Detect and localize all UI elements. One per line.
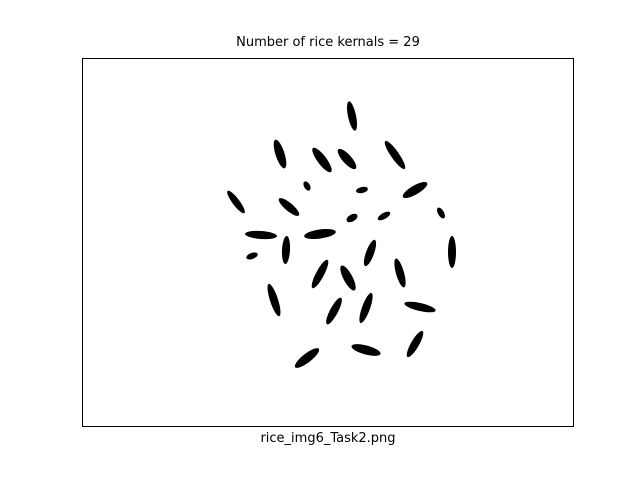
rice-kernel [402, 181, 428, 199]
rice-kernel [227, 190, 245, 214]
rice-kernel [404, 301, 436, 313]
rice-kernel [337, 148, 357, 170]
rice-kernels-image [227, 101, 456, 368]
rice-kernel [359, 292, 373, 324]
rice-kernel [377, 211, 391, 221]
rice-kernel [246, 252, 258, 260]
rice-kernel [406, 330, 424, 358]
rice-kernel [356, 186, 368, 194]
rice-kernel [448, 236, 456, 268]
rice-kernel [273, 139, 287, 169]
rice-kernel [281, 236, 291, 264]
rice-kernel [437, 207, 445, 219]
rice-kernel [346, 101, 358, 131]
figure-title: Number of rice kernals = 29 [236, 35, 420, 50]
rice-kernel [346, 213, 358, 223]
rice-kernel [340, 265, 356, 291]
rice-kernel [363, 239, 377, 267]
rice-kernel [303, 181, 311, 191]
rice-kernel [278, 198, 300, 216]
rice-kernel [304, 229, 336, 239]
rice-kernel [311, 259, 329, 289]
rice-kernel [394, 258, 406, 288]
image-filename: rice_img6_Task2.png [260, 431, 396, 446]
rice-kernel [351, 344, 381, 356]
rice-kernel [384, 140, 406, 170]
rice-kernel [312, 147, 332, 173]
rice-kernel [294, 348, 320, 368]
image-axes [82, 58, 574, 427]
rice-kernel [245, 230, 277, 240]
rice-kernel [267, 283, 281, 317]
rice-kernel [326, 297, 342, 325]
